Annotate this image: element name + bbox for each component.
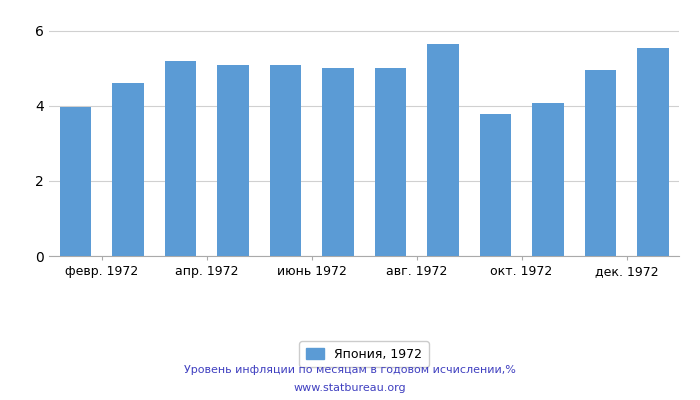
Bar (270, 64, 301, 256)
Bar (532, 103, 564, 256)
Bar (60, 106, 91, 256)
Bar (480, 114, 511, 256)
Bar (374, 68, 406, 256)
Bar (584, 70, 616, 256)
Text: www.statbureau.org: www.statbureau.org (294, 383, 406, 393)
Bar (217, 64, 248, 256)
Bar (637, 48, 668, 256)
Bar (322, 68, 354, 256)
Bar (427, 44, 458, 256)
Bar (164, 61, 196, 256)
Legend: Япония, 1972: Япония, 1972 (300, 341, 428, 367)
Text: Уровень инфляции по месяцам в годовом исчислении,%: Уровень инфляции по месяцам в годовом ис… (184, 365, 516, 375)
Bar (112, 83, 144, 256)
